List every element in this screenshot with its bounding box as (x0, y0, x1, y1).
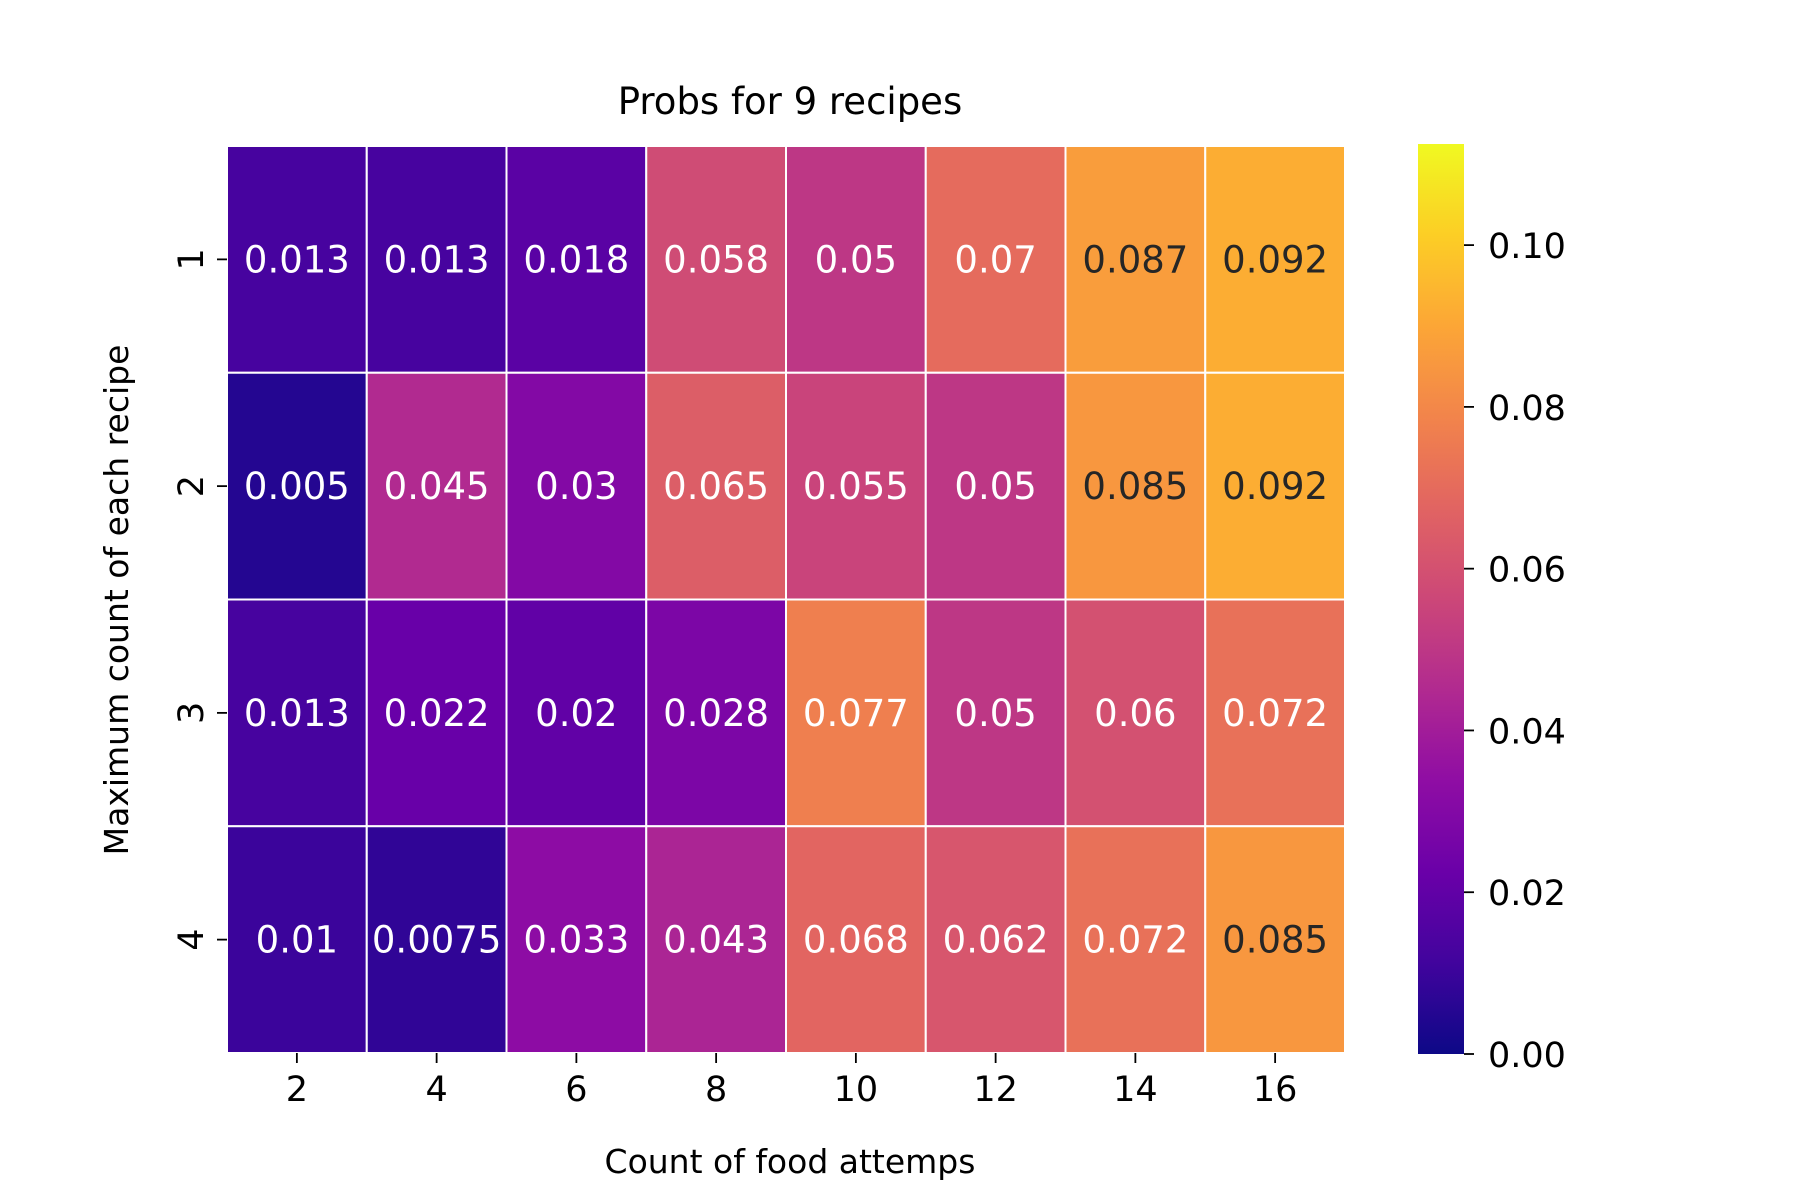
cell-value-label: 0.06 (1094, 692, 1176, 735)
heatmap-cell (645, 825, 787, 1054)
cell-value-label: 0.033 (523, 919, 629, 962)
cell-value-label: 0.05 (815, 238, 897, 281)
y-tick-label: 4 (172, 928, 212, 950)
cell-value-label: 0.07 (954, 238, 1036, 281)
cell-value-label: 0.02 (535, 692, 617, 735)
cell-value-label: 0.087 (1082, 238, 1188, 281)
cell-value-label: 0.01 (256, 919, 338, 962)
x-tick-label: 12 (973, 1070, 1018, 1110)
cell-value-label: 0.065 (663, 465, 769, 508)
heatmap-cells: 0.013 0.013 0.018 0.058 0.05 0.07 0.087 0.092 0.… (226, 145, 1346, 1054)
heatmap-cell (645, 371, 787, 601)
cell-value-label: 0.077 (803, 692, 909, 735)
heatmap-cell (1064, 598, 1207, 828)
colorbar-gradient (1418, 144, 1464, 1054)
heatmap-cell (785, 598, 927, 828)
chart-title: Probs for 9 recipes (618, 80, 962, 123)
colorbar-tick-label: 0.10 (1488, 227, 1566, 267)
cell-value-label: 0.058 (663, 238, 769, 281)
x-tick-label: 6 (565, 1070, 587, 1110)
y-tick-label: 2 (172, 475, 212, 497)
cell-value-label: 0.085 (1222, 919, 1328, 962)
heatmap-cell (785, 825, 927, 1054)
cell-value-label: 0.0075 (372, 919, 501, 962)
cell-value-label: 0.043 (663, 919, 769, 962)
cell-value-label: 0.05 (954, 692, 1036, 735)
heatmap-cell (1204, 598, 1346, 828)
heatmap-cell (226, 145, 368, 374)
cell-value-label: 0.068 (803, 919, 909, 962)
heatmap-cell (226, 825, 368, 1054)
heatmap-cell (924, 371, 1067, 601)
cell-value-label: 0.05 (954, 465, 1036, 508)
heatmap-cell (1064, 825, 1207, 1054)
heatmap-cell (365, 371, 508, 601)
heatmap-cell (645, 598, 787, 828)
colorbar: 0.00 0.02 0.04 0.06 0.08 0.10 (1418, 144, 1566, 1076)
cell-value-label: 0.018 (523, 238, 629, 281)
x-tick-label: 2 (286, 1070, 308, 1110)
y-tick-label: 1 (172, 248, 212, 270)
colorbar-tick-label: 0.04 (1488, 712, 1566, 752)
x-tick-label: 4 (425, 1070, 447, 1110)
cell-value-label: 0.072 (1222, 692, 1328, 735)
cell-value-label: 0.013 (244, 238, 350, 281)
heatmap-cell (226, 598, 368, 828)
cell-value-label: 0.005 (244, 465, 350, 508)
x-tick-label: 8 (705, 1070, 727, 1110)
cell-value-label: 0.085 (1082, 465, 1188, 508)
heatmap-cell (505, 825, 648, 1054)
cell-value-label: 0.022 (384, 692, 490, 735)
cell-value-label: 0.072 (1082, 919, 1188, 962)
cell-value-label: 0.055 (803, 465, 909, 508)
colorbar-tick-label: 0.08 (1488, 389, 1566, 429)
heatmap-cell (785, 371, 927, 601)
x-axis-label: Count of food attemps (605, 1142, 976, 1181)
cell-value-label: 0.013 (384, 238, 490, 281)
cell-value-label: 0.028 (663, 692, 769, 735)
heatmap-cell (505, 598, 648, 828)
y-axis-label: Maximum count of each recipe (97, 345, 136, 856)
y-axis: 1 2 3 4 (172, 248, 227, 951)
heatmap-cell (365, 598, 508, 828)
colorbar-tick-label: 0.06 (1488, 551, 1566, 591)
heatmap-cell (924, 598, 1067, 828)
x-tick-label: 16 (1253, 1070, 1298, 1110)
heatmap-cell (1204, 145, 1346, 374)
cell-value-label: 0.092 (1222, 465, 1328, 508)
cell-value-label: 0.013 (244, 692, 350, 735)
cell-value-label: 0.062 (943, 919, 1049, 962)
heatmap-cell (785, 145, 927, 374)
heatmap-cell (365, 145, 508, 374)
colorbar-tick-label: 0.02 (1488, 874, 1566, 914)
x-axis: 2 4 6 8 10 12 14 16 (286, 1053, 1298, 1110)
cell-value-label: 0.045 (384, 465, 490, 508)
x-tick-label: 10 (834, 1070, 879, 1110)
colorbar-tick-label: 0.00 (1488, 1036, 1566, 1076)
y-tick-label: 3 (172, 702, 212, 724)
heatmap-cell (1204, 371, 1346, 601)
x-tick-label: 14 (1113, 1070, 1158, 1110)
heatmap-cell (924, 145, 1067, 374)
cell-value-label: 0.092 (1222, 238, 1328, 281)
heatmap-cell (505, 145, 648, 374)
heatmap-cell (1064, 371, 1207, 601)
cell-value-label: 0.03 (535, 465, 617, 508)
heatmap-cell (645, 145, 787, 374)
